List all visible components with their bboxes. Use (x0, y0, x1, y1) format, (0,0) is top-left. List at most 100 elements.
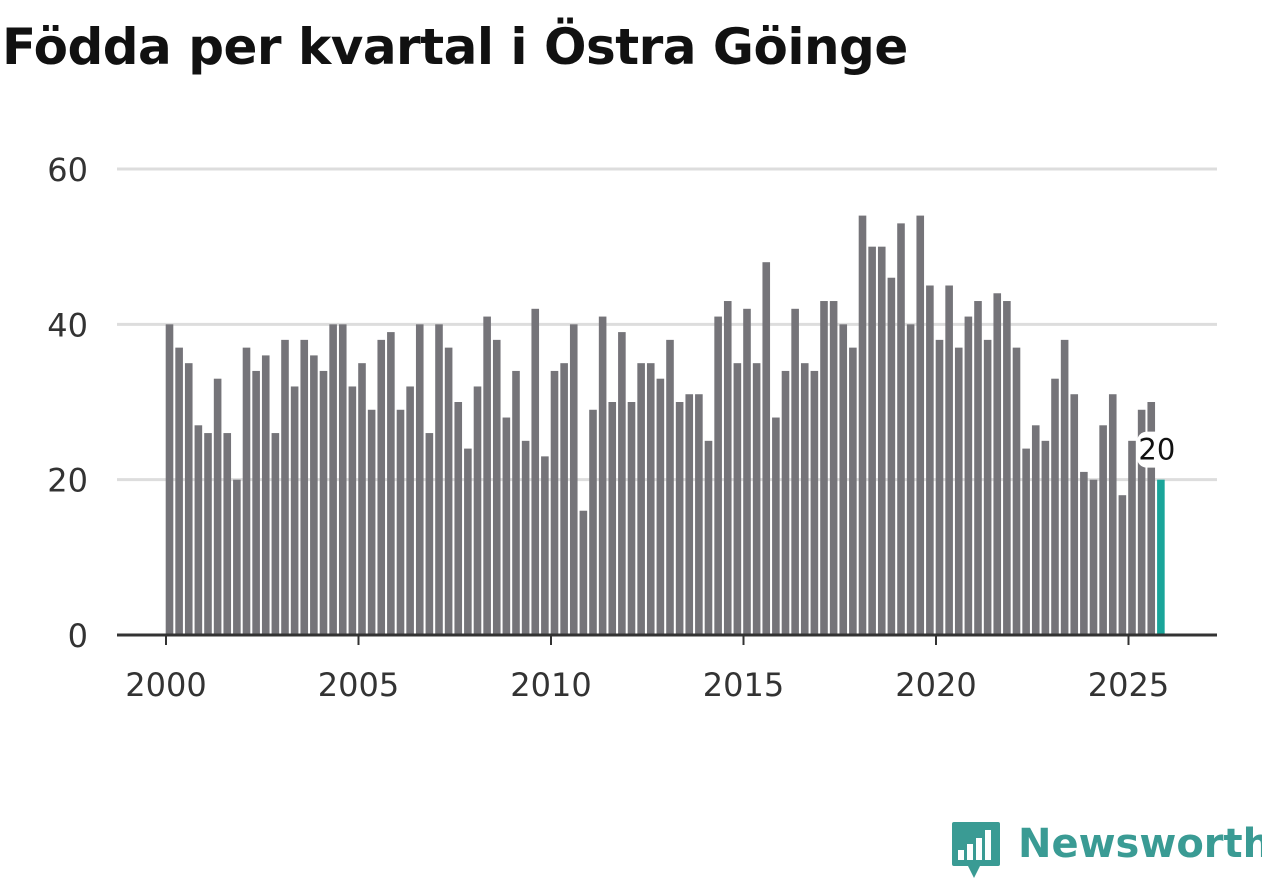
highlight-value-label: 20 (1138, 433, 1175, 467)
bar-2008-q4 (502, 417, 511, 635)
bar-2020-q1 (935, 339, 944, 635)
bar-2018-q1 (858, 215, 867, 635)
bar-2005-q2 (367, 409, 376, 635)
bar-2019-q4 (926, 285, 934, 635)
bar-2014-q3 (723, 301, 732, 635)
bar-2001-q3 (223, 433, 232, 635)
bar-2023-q2 (1060, 339, 1069, 635)
bar-2014-q1 (704, 440, 713, 635)
bar-2002-q3 (261, 355, 270, 635)
highlight-label-bg (1136, 431, 1177, 468)
bar-2021-q3 (993, 293, 1002, 635)
bar-2015-q2 (752, 363, 761, 635)
bar-2022-q4 (1041, 440, 1050, 635)
bar-2015-q3 (762, 262, 771, 635)
bar-2023-q1 (1051, 378, 1059, 635)
bar-2012-q2 (637, 363, 645, 635)
bar-2007-q2 (444, 347, 453, 635)
y-tick-label-20: 20 (47, 462, 88, 500)
bar-2006-q2 (406, 386, 414, 635)
bar-2011-q2 (598, 316, 607, 635)
bar-2000-q1 (165, 324, 174, 635)
y-tick-label-40: 40 (47, 306, 88, 344)
bar-2018-q2 (868, 246, 876, 636)
bar-2025-q2 (1137, 409, 1146, 635)
bar-2002-q1 (242, 347, 251, 635)
bar-2007-q1 (435, 324, 443, 635)
bar-2012-q4 (656, 378, 665, 635)
bar-2009-q4 (541, 456, 549, 635)
bar-2016-q3 (800, 363, 809, 635)
bar-2025-q1 (1128, 440, 1136, 635)
bar-2024-q4 (1118, 495, 1127, 635)
bar-2018-q3 (877, 246, 886, 636)
brand-name: Newsworthy (1018, 821, 1262, 867)
bar-2020-q4 (964, 316, 973, 635)
bar-2016-q4 (810, 370, 819, 635)
bar-2012-q3 (646, 363, 655, 635)
bar-2004-q1 (319, 370, 328, 635)
bar-2006-q1 (396, 409, 405, 635)
bar-2011-q3 (608, 402, 617, 635)
bar-2017-q4 (849, 347, 857, 635)
bar-2013-q1 (666, 339, 674, 635)
bar-2001-q4 (233, 479, 241, 635)
bar-2010-q4 (579, 510, 588, 635)
y-tick-label-60: 60 (47, 151, 88, 189)
x-tick-label-2025: 2025 (1088, 666, 1169, 704)
bar-2017-q3 (839, 324, 848, 635)
y-tick-label-0: 0 (68, 617, 88, 655)
bars (165, 215, 1165, 636)
bar-2019-q3 (916, 215, 925, 635)
bar-2019-q2 (906, 324, 915, 635)
bar-2004-q4 (348, 386, 357, 635)
bar-2018-q4 (887, 277, 896, 635)
bar-2010-q3 (569, 324, 578, 635)
bar-2009-q1 (512, 370, 520, 635)
bar-2009-q3 (531, 308, 540, 635)
bar-2010-q1 (550, 370, 559, 635)
newsworthy-logo: Newsworthy (950, 818, 1262, 880)
bar-2009-q2 (521, 440, 530, 635)
bar-2020-q2 (945, 285, 953, 635)
bar-2011-q4 (618, 332, 626, 635)
bar-2005-q4 (387, 332, 395, 635)
bar-2000-q3 (184, 363, 193, 635)
bar-2025-q3 (1147, 402, 1156, 635)
bar-2013-q4 (695, 394, 703, 635)
bar-2022-q1 (1012, 347, 1021, 635)
bar-2006-q3 (415, 324, 424, 635)
bar-2007-q3 (454, 402, 463, 635)
bar-2010-q2 (560, 363, 568, 635)
bar-2014-q2 (714, 316, 722, 635)
bar-2017-q1 (820, 301, 828, 635)
bar-2005-q1 (358, 363, 366, 635)
bar-2024-q1 (1089, 479, 1098, 635)
bar-2021-q4 (1003, 301, 1011, 635)
bar-2013-q3 (685, 394, 694, 635)
bar-2006-q4 (425, 433, 434, 635)
bar-2003-q2 (290, 386, 299, 635)
bar-2015-q1 (743, 308, 751, 635)
bar-2004-q3 (338, 324, 347, 635)
bar-2023-q4 (1080, 471, 1088, 635)
bar-2011-q1 (589, 409, 597, 635)
x-tick-label-2015: 2015 (703, 666, 784, 704)
x-tick-label-2005: 2005 (318, 666, 399, 704)
bar-2016-q1 (781, 370, 790, 635)
bar-2008-q1 (473, 386, 482, 635)
bar-2015-q4 (772, 417, 780, 635)
bar-2025-q4 (1157, 479, 1165, 635)
bar-chart-speech-bubble-icon (952, 822, 1000, 878)
bar-2017-q2 (829, 301, 838, 635)
bar-2016-q2 (791, 308, 799, 635)
bar-2021-q2 (983, 339, 992, 635)
bar-2003-q3 (300, 339, 309, 635)
bar-2002-q2 (252, 370, 260, 635)
bar-2021-q1 (974, 301, 982, 635)
bar-2008-q3 (492, 339, 501, 635)
bar-2004-q2 (329, 324, 337, 635)
bar-2012-q1 (627, 402, 636, 635)
highlight-annotation: 20 (1136, 431, 1177, 468)
